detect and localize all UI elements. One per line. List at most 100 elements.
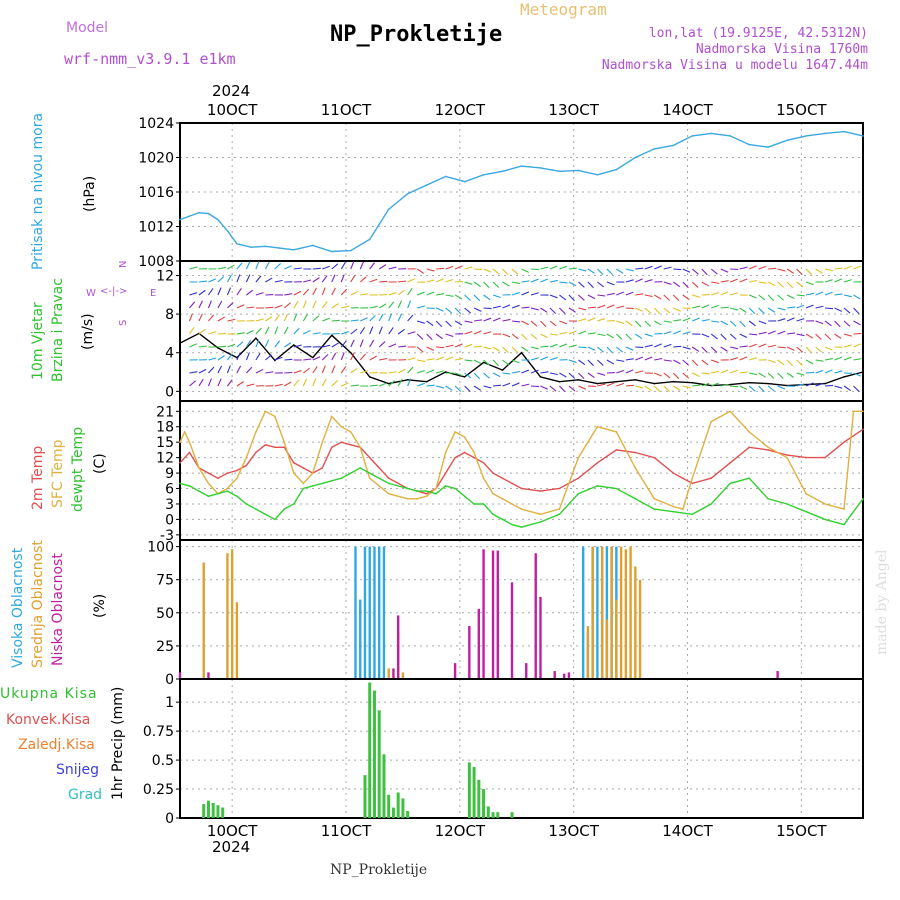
series-point-pressure-0-37 bbox=[805, 135, 807, 137]
series-point-temperature-2-30 bbox=[482, 503, 485, 505]
wind-vector-128-1 bbox=[786, 281, 794, 289]
bar-cloud-1-12 bbox=[615, 599, 618, 679]
wind-vector-98-2 bbox=[644, 294, 653, 298]
wind-vector-50-8 bbox=[416, 370, 425, 374]
wind-vector-72-5 bbox=[521, 333, 528, 341]
wind-vector-30-3 bbox=[321, 301, 328, 309]
wind-vector-44-5 bbox=[388, 327, 394, 335]
wind-vector-28-4 bbox=[312, 315, 320, 322]
wind-vector-50-9 bbox=[416, 382, 425, 387]
series-point-temperature-0-38 bbox=[596, 461, 599, 464]
wind-vector-90-7 bbox=[606, 359, 615, 365]
wind-vector-12-6 bbox=[236, 341, 244, 348]
compass-west: W bbox=[86, 288, 96, 299]
wind-vector-136-1 bbox=[824, 279, 833, 283]
series-point-temperature-2-33 bbox=[511, 523, 513, 526]
wind-vector-96-5 bbox=[635, 333, 643, 340]
wind-vector-54-5 bbox=[435, 333, 443, 340]
wind-vector-102-9 bbox=[663, 385, 670, 392]
wind-vector-60-5 bbox=[464, 331, 473, 335]
series-point-wind-0-9 bbox=[349, 351, 352, 354]
series-point-pressure-0-28 bbox=[634, 156, 637, 159]
ytick-label-cloud-3: 75 bbox=[156, 573, 174, 589]
bar-cloud-1-6 bbox=[401, 672, 405, 679]
bar-precip-0-13 bbox=[401, 798, 405, 818]
wind-vector-56-7 bbox=[445, 356, 454, 361]
wind-vector-18-3 bbox=[265, 306, 274, 309]
series-point-temperature-1-33 bbox=[501, 498, 504, 500]
wind-vector-106-6 bbox=[682, 346, 691, 350]
wind-vector-18-6 bbox=[264, 339, 270, 348]
wind-vector-88-3 bbox=[597, 304, 606, 309]
series-point-temperature-1-53 bbox=[843, 508, 845, 510]
meteogram-label: Meteogram bbox=[520, 0, 607, 19]
ytick-label-temperature-3: 6 bbox=[165, 482, 174, 498]
wind-vector-20-6 bbox=[274, 340, 281, 348]
wind-vector-40-6 bbox=[369, 339, 375, 348]
wind-vector-116-3 bbox=[730, 307, 739, 311]
wind-vector-70-1 bbox=[511, 281, 520, 285]
wind-vector-80-0 bbox=[559, 265, 568, 270]
wind-vector-40-9 bbox=[369, 384, 378, 387]
wind-vector-22-9 bbox=[284, 381, 292, 387]
wind-vector-24-3 bbox=[293, 300, 299, 309]
series-point-wind-0-15 bbox=[463, 376, 466, 378]
wind-vector-86-4 bbox=[587, 317, 596, 322]
wind-vector-34-0 bbox=[340, 261, 346, 270]
series-point-pressure-0-20 bbox=[482, 173, 485, 176]
series-point-temperature-1-36 bbox=[539, 513, 542, 516]
bar-cloud-2-6 bbox=[477, 608, 481, 679]
series-point-temperature-2-14 bbox=[312, 485, 314, 487]
ytick-label-cloud-1: 25 bbox=[156, 639, 174, 655]
wind-vector-132-6 bbox=[805, 346, 813, 354]
series-line-temperature-0 bbox=[179, 428, 864, 495]
wind-vector-104-0 bbox=[673, 268, 682, 271]
date-bottom-2: 12OCT bbox=[435, 822, 486, 840]
wind-vector-8-2 bbox=[217, 287, 222, 296]
wind-vector-114-4 bbox=[720, 320, 729, 326]
bar-cloud-1-15 bbox=[629, 546, 632, 679]
wind-vector-88-7 bbox=[597, 359, 604, 366]
series-point-temperature-2-19 bbox=[359, 467, 362, 469]
wind-vector-96-0 bbox=[635, 267, 644, 270]
series-point-temperature-2-16 bbox=[330, 479, 333, 482]
wind-vector-126-0 bbox=[777, 268, 786, 272]
wind-vector-98-5 bbox=[644, 333, 653, 337]
wind-vector-76-7 bbox=[540, 356, 549, 361]
bar-precip-0-6 bbox=[368, 682, 372, 818]
wind-vector-66-1 bbox=[492, 281, 500, 288]
series-point-temperature-2-25 bbox=[435, 492, 437, 495]
wind-vector-74-5 bbox=[530, 333, 538, 340]
wind-vector-66-0 bbox=[492, 268, 500, 275]
wind-vector-4-1 bbox=[198, 280, 207, 283]
wind-vector-36-2 bbox=[350, 290, 359, 296]
series-point-temperature-0-43 bbox=[681, 477, 684, 480]
wind-vector-56-4 bbox=[445, 320, 452, 327]
wind-vector-54-0 bbox=[436, 267, 445, 270]
series-point-wind-0-11 bbox=[387, 382, 390, 385]
legend-freezing-rain: Zaledj.Kisa bbox=[18, 737, 95, 753]
wind-vector-132-3 bbox=[805, 304, 814, 309]
series-point-temperature-2-40 bbox=[634, 498, 637, 500]
series-point-pressure-0-0 bbox=[179, 218, 181, 221]
series-point-pressure-0-2 bbox=[198, 211, 200, 214]
wind-vector-142-5 bbox=[853, 332, 862, 335]
series-point-pressure-0-25 bbox=[577, 169, 580, 172]
wind-vector-36-7 bbox=[350, 352, 355, 361]
series-point-temperature-1-52 bbox=[824, 503, 826, 505]
wind-vector-84-8 bbox=[578, 372, 585, 380]
series-point-temperature-1-22 bbox=[387, 492, 390, 495]
wind-vector-72-9 bbox=[521, 383, 530, 387]
wind-vector-32-1 bbox=[331, 274, 336, 283]
wind-vector-130-2 bbox=[796, 294, 805, 297]
wind-vector-32-7 bbox=[331, 352, 337, 361]
wind-vector-62-3 bbox=[473, 307, 482, 312]
series-point-temperature-0-35 bbox=[539, 490, 542, 492]
bar-cloud-0-12 bbox=[605, 546, 609, 679]
bar-precip-0-7 bbox=[372, 690, 376, 818]
series-point-temperature-1-40 bbox=[615, 431, 618, 433]
series-point-temperature-2-47 bbox=[767, 498, 769, 500]
wind-vector-36-1 bbox=[350, 274, 356, 283]
series-point-wind-0-0 bbox=[179, 342, 181, 344]
wind-vector-130-3 bbox=[796, 304, 805, 309]
